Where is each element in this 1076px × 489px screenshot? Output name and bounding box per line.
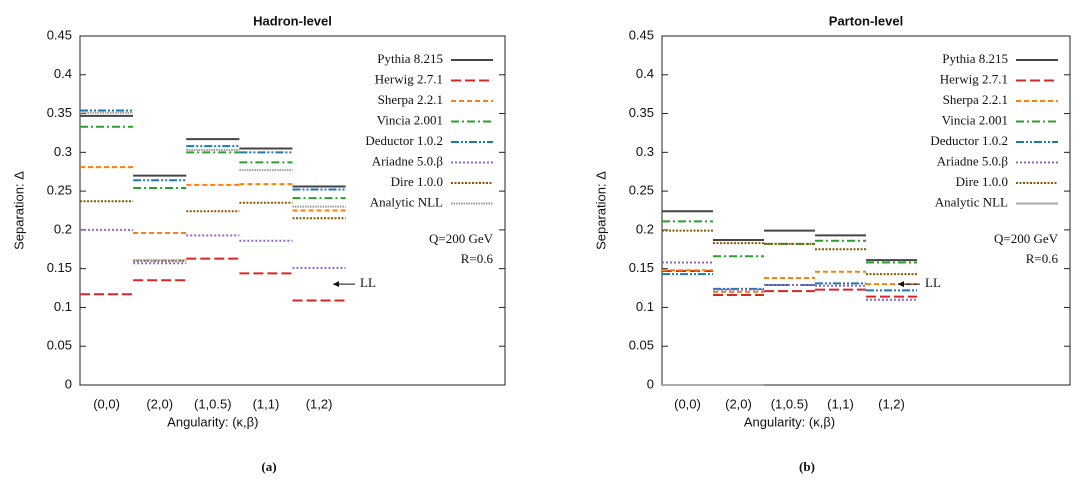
chart-title: Hadron-level [253, 13, 332, 28]
legend-label: Analytic NLL [370, 194, 443, 209]
y-tick-label: 0.35 [629, 105, 654, 120]
x-tick-label: (0,0) [93, 396, 120, 411]
legend-label: Pythia 8.215 [942, 51, 1008, 66]
arrow-head [898, 281, 904, 288]
annotation: R=0.6 [461, 251, 494, 266]
x-tick-label: (1,0.5) [194, 396, 232, 411]
legend-label: Vincia 2.001 [942, 112, 1008, 127]
y-tick-label: 0.15 [47, 260, 72, 275]
legend-label: Sherpa 2.2.1 [378, 92, 443, 107]
x-tick-label: (1,0.5) [771, 396, 809, 411]
y-tick-label: 0.15 [629, 260, 654, 275]
x-tick-label: (2,0) [146, 396, 173, 411]
y-tick-label: 0.25 [629, 183, 654, 198]
plot-frame [661, 35, 1071, 386]
x-tick-label: (0,0) [674, 396, 701, 411]
x-tick-label: (1,1) [253, 396, 280, 411]
y-tick-label: 0 [65, 376, 72, 391]
y-axis-label: Separation: Δ [11, 171, 26, 250]
x-axis-label: Angularity: (κ,β) [744, 414, 835, 429]
y-tick-label: 0.05 [629, 338, 654, 353]
y-tick-label: 0.2 [54, 221, 72, 236]
y-tick-label: 0.4 [636, 66, 654, 81]
legend-label: Dire 1.0.0 [956, 174, 1008, 189]
chart-title: Parton-level [829, 13, 903, 28]
annotation: Q=200 GeV [429, 231, 494, 246]
y-tick-label: 0.1 [54, 299, 72, 314]
panel-label: (a) [261, 459, 276, 474]
x-tick-label: (1,2) [306, 396, 333, 411]
annotation: R=0.6 [1026, 251, 1059, 266]
y-axis-label: Separation: Δ [593, 171, 608, 250]
y-tick-label: 0.35 [47, 105, 72, 120]
annotation: Q=200 GeV [994, 231, 1059, 246]
y-tick-label: 0.3 [54, 144, 72, 159]
legend-label: Vincia 2.001 [377, 112, 443, 127]
y-tick-label: 0.2 [636, 221, 654, 236]
legend-label: Sherpa 2.2.1 [943, 92, 1008, 107]
arrow-label: LL [360, 275, 376, 290]
y-tick-label: 0 [647, 376, 654, 391]
x-axis-label: Angularity: (κ,β) [167, 414, 258, 429]
legend-label: Deductor 1.0.2 [365, 133, 443, 148]
y-tick-label: 0.3 [636, 144, 654, 159]
legend-label: Ariadne 5.0.β [937, 153, 1009, 168]
y-tick-label: 0.45 [47, 27, 72, 42]
legend-label: Pythia 8.215 [377, 51, 443, 66]
legend-label: Herwig 2.7.1 [940, 71, 1008, 86]
legend-label: Ariadne 5.0.β [372, 153, 444, 168]
y-tick-label: 0.05 [47, 338, 72, 353]
y-tick-label: 0.1 [636, 299, 654, 314]
y-tick-label: 0.45 [629, 27, 654, 42]
plot-frame [79, 35, 506, 386]
arrow-head [333, 281, 339, 288]
legend-label: Analytic NLL [935, 194, 1008, 209]
y-tick-label: 0.25 [47, 183, 72, 198]
legend-label: Herwig 2.7.1 [375, 71, 443, 86]
x-tick-label: (1,1) [827, 396, 854, 411]
legend-label: Dire 1.0.0 [391, 174, 443, 189]
legend-label: Deductor 1.0.2 [930, 133, 1008, 148]
panel-label: (b) [799, 459, 815, 474]
x-tick-label: (2,0) [725, 396, 752, 411]
arrow-label: LL [925, 275, 941, 290]
x-tick-label: (1,2) [878, 396, 905, 411]
y-tick-label: 0.4 [54, 66, 72, 81]
